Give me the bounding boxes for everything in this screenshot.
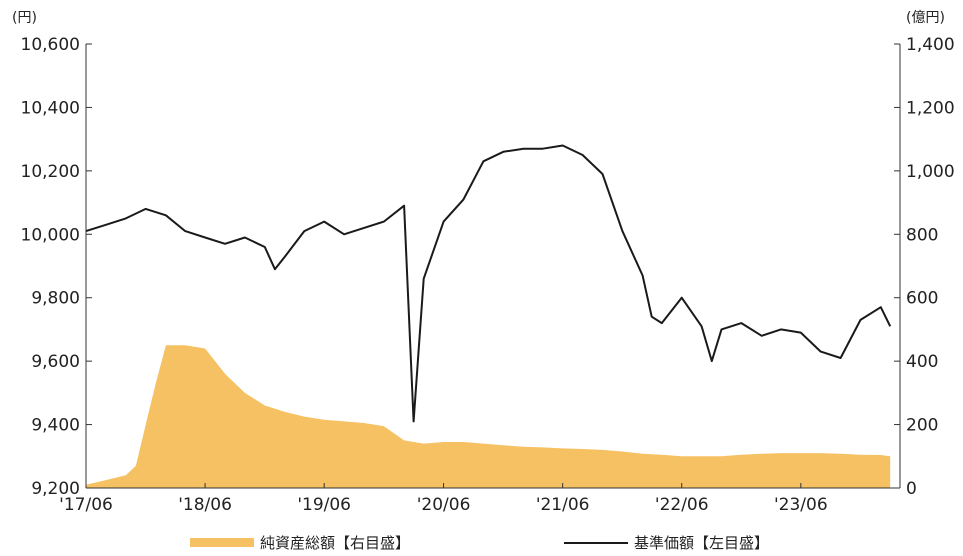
x-tick-label: '19/06 <box>297 495 351 515</box>
legend-nav-label: 基準価額【左目盛】 <box>634 534 770 552</box>
left-tick-label: 10,400 <box>21 98 80 118</box>
left-tick-label: 10,000 <box>21 225 80 245</box>
nav-swatch <box>564 541 628 544</box>
right-tick-label: 200 <box>906 416 938 436</box>
right-tick-label: 1,200 <box>906 98 955 118</box>
right-axis-unit: (億円) <box>906 10 945 26</box>
left-tick-label: 9,800 <box>31 289 80 309</box>
right-tick-label: 1,400 <box>906 35 955 55</box>
x-tick-label: '21/06 <box>536 495 590 515</box>
x-tick-label: '20/06 <box>417 495 471 515</box>
right-tick-label: 800 <box>906 225 938 245</box>
nav-line-layer <box>85 144 892 423</box>
chart: 9,200 0 9,400 200 9,600 400 9,800 600 10,000 800 1… <box>12 10 955 515</box>
x-tick-label: '18/06 <box>178 495 232 515</box>
left-tick-label: 9,200 <box>31 479 80 499</box>
legend-nav: 基準価額【左目盛】 <box>564 532 769 553</box>
nav-line <box>85 144 892 423</box>
left-tick-label: 10,200 <box>21 162 80 182</box>
assets-area-layer <box>86 345 891 488</box>
legend-assets: 純資産総額【右目盛】 <box>190 532 410 553</box>
assets-area <box>86 345 891 488</box>
right-tick-label: 0 <box>906 479 917 499</box>
x-tick-label: '22/06 <box>655 495 709 515</box>
right-tick-label: 600 <box>906 289 938 309</box>
left-tick-label: 9,600 <box>31 352 80 372</box>
left-axis-unit: (円) <box>12 10 37 26</box>
x-tick-label: '23/06 <box>774 495 828 515</box>
axes <box>85 44 901 489</box>
x-tick-label: '17/06 <box>59 495 113 515</box>
tick-layer: 9,200 0 9,400 200 9,600 400 9,800 600 10,000 800 1… <box>21 35 955 515</box>
left-tick-label: 9,400 <box>31 416 80 436</box>
right-tick-label: 400 <box>906 352 938 372</box>
right-tick-label: 1,000 <box>906 162 955 182</box>
assets-swatch <box>190 538 254 547</box>
legend-assets-label: 純資産総額【右目盛】 <box>260 534 411 552</box>
left-tick-label: 10,600 <box>21 35 80 55</box>
